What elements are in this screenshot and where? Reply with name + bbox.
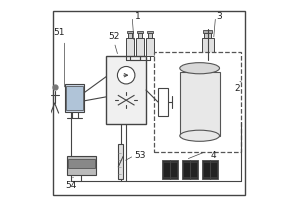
Bar <box>136 38 144 56</box>
Bar <box>138 33 142 38</box>
Text: 4: 4 <box>211 151 216 160</box>
Bar <box>202 38 214 56</box>
Bar <box>204 33 211 38</box>
Bar <box>148 33 152 38</box>
Bar <box>183 162 197 177</box>
Text: 52: 52 <box>109 32 120 41</box>
Bar <box>66 86 83 110</box>
Bar <box>128 33 132 38</box>
Bar <box>163 162 177 177</box>
Bar <box>128 31 133 33</box>
Bar <box>154 52 242 152</box>
Text: 54: 54 <box>65 181 76 190</box>
Bar <box>67 156 96 175</box>
Bar <box>162 160 178 179</box>
Bar <box>202 162 217 177</box>
Text: 1: 1 <box>135 12 141 21</box>
Bar <box>158 88 168 116</box>
Bar <box>147 31 153 33</box>
Bar <box>180 72 220 136</box>
Bar <box>202 160 218 179</box>
Bar <box>64 84 85 112</box>
Text: 3: 3 <box>217 12 222 21</box>
Bar <box>137 31 143 33</box>
Bar <box>203 30 212 33</box>
Circle shape <box>117 66 135 84</box>
Bar <box>126 38 134 56</box>
Bar <box>118 144 123 179</box>
Bar <box>146 38 154 56</box>
Text: 2: 2 <box>235 84 240 93</box>
Bar <box>106 56 146 124</box>
Text: 53: 53 <box>134 151 146 160</box>
Ellipse shape <box>180 130 220 141</box>
Bar <box>182 160 198 179</box>
Ellipse shape <box>180 63 220 74</box>
Bar <box>68 159 95 168</box>
Text: 51: 51 <box>53 28 64 37</box>
